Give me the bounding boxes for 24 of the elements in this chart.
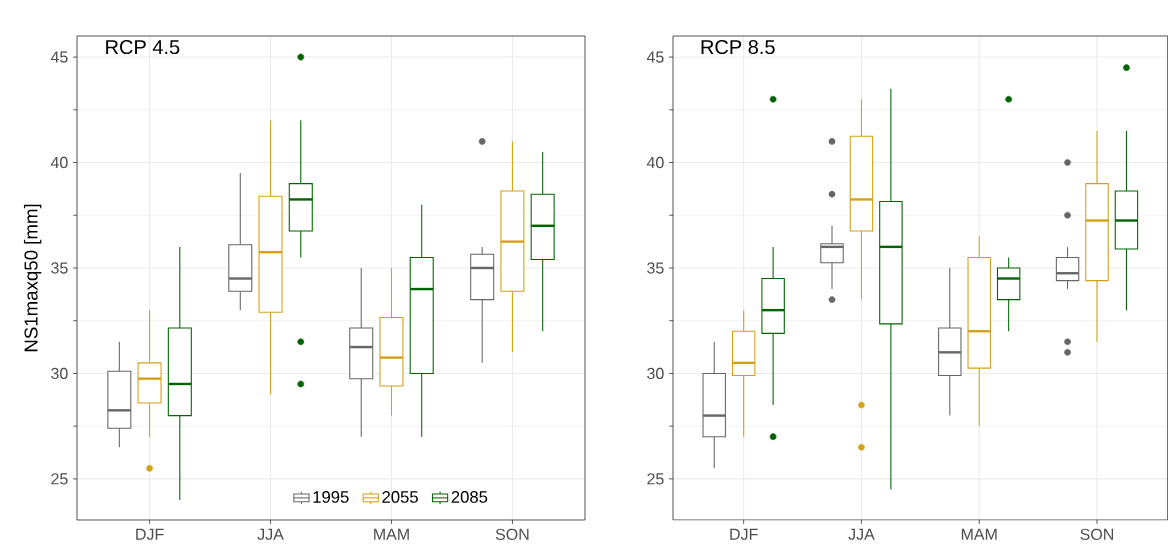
legend-label: 1995 <box>313 491 349 503</box>
x-tick-label: DJF <box>136 528 164 540</box>
y-axis-title: NS1maxq50 [mm] <box>23 204 42 352</box>
x-tick-label: SON <box>1080 528 1114 541</box>
y-tick-label: 30 <box>51 367 68 380</box>
x-tick-label: JJA <box>848 528 875 540</box>
y-tick-label: 40 <box>646 156 664 169</box>
y-tick-label: 45 <box>646 51 664 63</box>
y-tick-label: 35 <box>647 262 664 274</box>
y-tick-label: 25 <box>647 473 664 485</box>
legend-label: 2085 <box>451 491 488 503</box>
chart-title: RCP 4.5 <box>106 39 180 55</box>
x-tick-label: DJF <box>730 528 758 540</box>
y-tick-label: 40 <box>50 156 68 169</box>
legend-label: 2055 <box>382 491 418 503</box>
y-tick-label: 45 <box>50 51 68 63</box>
x-tick-label: SON <box>495 528 529 541</box>
y-tick-label: 35 <box>51 262 68 274</box>
x-tick-label: JJA <box>257 528 284 540</box>
x-tick-label: MAM <box>961 528 997 540</box>
chart-title: RCP 8.5 <box>701 39 775 55</box>
x-tick-label: MAM <box>374 528 409 540</box>
y-tick-label: 30 <box>647 367 664 380</box>
y-tick-label: 25 <box>51 473 68 485</box>
